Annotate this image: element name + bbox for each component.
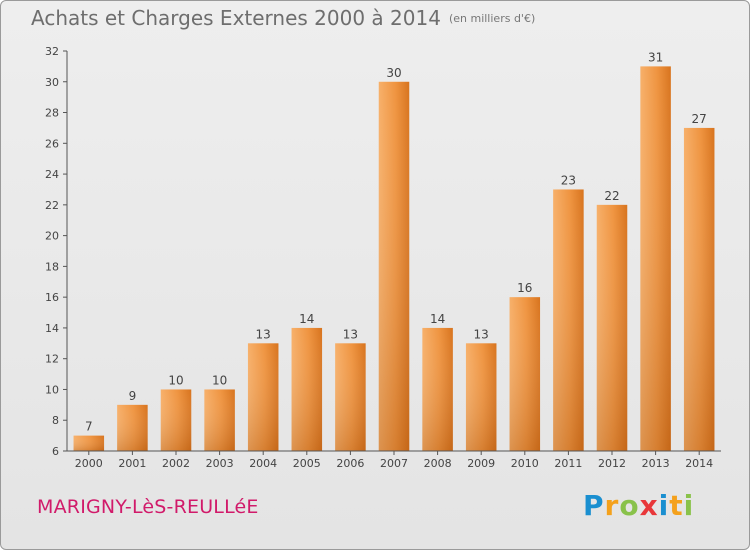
bar-shade xyxy=(596,204,628,451)
x-tick-label: 2013 xyxy=(642,457,670,470)
bar-shade xyxy=(160,389,192,451)
logo-letter: t xyxy=(669,489,684,522)
bar-value-label: 10 xyxy=(168,373,183,387)
x-tick-label: 2009 xyxy=(467,457,495,470)
y-tick-label: 32 xyxy=(45,45,59,58)
y-tick-label: 12 xyxy=(45,353,59,366)
bar-value-label: 30 xyxy=(386,66,401,80)
bar-shade xyxy=(422,327,453,451)
bar-value-label: 9 xyxy=(129,389,137,403)
bar-shade xyxy=(204,389,235,451)
logo-letter: i xyxy=(683,489,695,522)
y-tick-label: 10 xyxy=(45,383,59,396)
bars: 7 9 10 10 13 14 13 30 14 13 16 23 22 31 27 xyxy=(73,50,715,452)
y-tick-label: 30 xyxy=(45,76,59,89)
x-tick-label: 2014 xyxy=(685,457,713,470)
y-axis: 6 8 10 12 14 16 18 20 22 24 26 28 30 32 xyxy=(45,45,68,458)
bar-value-label: 13 xyxy=(474,327,489,341)
bar-value-label: 13 xyxy=(343,327,358,341)
bar-shade xyxy=(465,343,497,451)
logo-letter: o xyxy=(619,489,640,522)
logo-letter: x xyxy=(639,489,659,522)
x-tick-label: 2001 xyxy=(118,457,146,470)
bar-shade xyxy=(509,297,541,451)
y-tick-label: 18 xyxy=(45,260,59,273)
x-tick-label: 2011 xyxy=(554,457,582,470)
bar-value-label: 16 xyxy=(517,281,532,295)
bar-value-label: 7 xyxy=(85,420,93,434)
town-name: MARIGNY-LèS-REULLéE xyxy=(37,496,259,518)
y-tick-label: 20 xyxy=(45,230,59,243)
bar-shade xyxy=(291,327,323,451)
bar-value-label: 23 xyxy=(561,173,576,187)
bar-value-label: 22 xyxy=(604,189,619,203)
y-tick-label: 22 xyxy=(45,199,59,212)
bar-value-label: 27 xyxy=(692,112,707,126)
bar-shade xyxy=(335,343,366,451)
bar-value-label: 10 xyxy=(212,373,227,387)
x-tick-label: 2003 xyxy=(206,457,234,470)
bar-shade xyxy=(640,66,671,451)
x-tick-label: 2000 xyxy=(75,457,103,470)
chart-title: Achats et Charges Externes 2000 à 2014 (e… xyxy=(31,6,535,30)
bar-value-label: 14 xyxy=(299,312,314,326)
x-tick-label: 2004 xyxy=(249,457,277,470)
x-tick-label: 2008 xyxy=(424,457,452,470)
y-tick-label: 26 xyxy=(45,137,59,150)
bar-value-label: 14 xyxy=(430,312,445,326)
x-tick-label: 2005 xyxy=(293,457,321,470)
y-tick-label: 6 xyxy=(52,445,59,458)
x-tick-label: 2012 xyxy=(598,457,626,470)
y-tick-label: 8 xyxy=(52,414,59,427)
bar-shade xyxy=(683,127,715,451)
y-tick-label: 14 xyxy=(45,322,59,335)
chart-title-text: Achats et Charges Externes 2000 à 2014 xyxy=(31,6,441,30)
bar-value-label: 13 xyxy=(256,327,271,341)
x-tick-label: 2007 xyxy=(380,457,408,470)
x-tick-label: 2010 xyxy=(511,457,539,470)
x-tick-label: 2002 xyxy=(162,457,190,470)
bar-value-label: 31 xyxy=(648,50,663,64)
bar-shade xyxy=(247,343,279,451)
chart-subtitle: (en milliers d'€) xyxy=(448,12,536,25)
bar-shade xyxy=(117,404,148,451)
logo-letter: r xyxy=(604,489,620,522)
logo-letter: i xyxy=(658,489,670,522)
y-tick-label: 24 xyxy=(45,168,59,181)
x-tick-label: 2006 xyxy=(336,457,364,470)
bar-shade xyxy=(378,81,410,452)
logo-letter: P xyxy=(583,489,605,522)
y-tick-label: 16 xyxy=(45,291,59,304)
bar-shade xyxy=(553,189,584,451)
y-tick-label: 28 xyxy=(45,107,59,120)
proxiti-logo: Proxiti xyxy=(583,489,694,522)
x-axis: 2000 2001 2002 2003 2004 2005 2006 2007 2008 2009… xyxy=(67,450,721,470)
bar-shade xyxy=(73,435,105,451)
